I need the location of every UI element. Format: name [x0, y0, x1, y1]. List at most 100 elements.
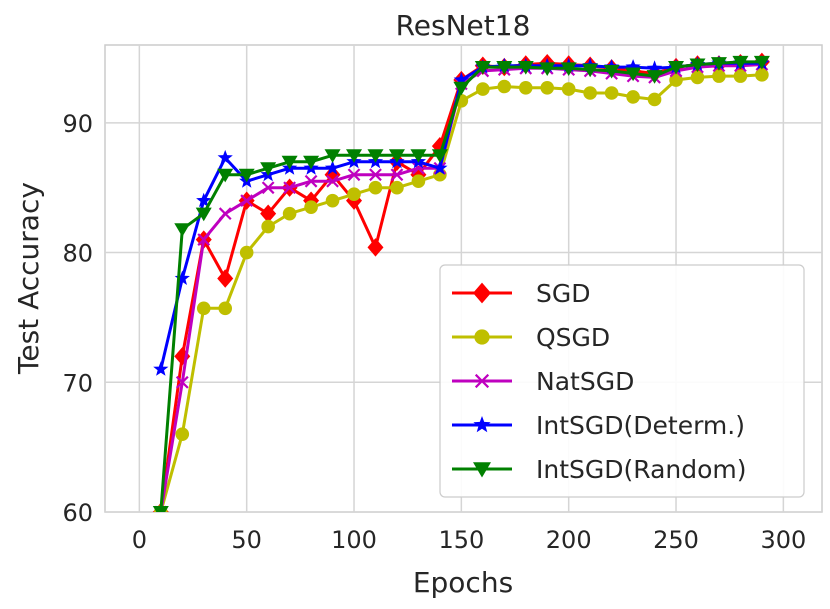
data-point	[239, 245, 254, 260]
marker-triangle-down	[473, 462, 491, 478]
legend-item: SGD	[452, 279, 591, 308]
data-point	[604, 86, 619, 100]
data-point	[175, 375, 189, 389]
legend-box	[439, 264, 805, 498]
data-point	[453, 72, 469, 87]
data-point	[174, 223, 191, 237]
data-point	[368, 180, 383, 195]
data-point	[668, 61, 685, 75]
legend-item: IntSGD(Random)	[452, 455, 747, 484]
tick-labels: 0 50 100 150 200 250 300 60 70 80 90	[62, 110, 806, 554]
data-point	[646, 60, 663, 75]
data-point	[218, 301, 233, 316]
data-point	[517, 61, 534, 75]
data-point	[388, 149, 405, 163]
data-point	[260, 204, 277, 223]
data-point	[346, 149, 363, 163]
data-point	[732, 55, 749, 70]
data-point	[411, 174, 426, 189]
legend-item: NatSGD	[452, 367, 634, 396]
marker-diamond	[473, 282, 491, 304]
data-point	[497, 79, 512, 94]
data-point	[733, 69, 748, 83]
data-point	[603, 64, 620, 79]
data-point	[240, 194, 254, 208]
marker-star	[473, 416, 491, 433]
y-tick-label: 70	[62, 369, 93, 397]
data-point	[217, 149, 233, 165]
data-point	[712, 69, 726, 83]
data-point	[496, 61, 513, 75]
data-point	[582, 63, 599, 78]
data-point	[152, 506, 169, 512]
legend-item: QSGD	[452, 323, 610, 352]
y-tick-label: 90	[62, 110, 93, 138]
data-point	[669, 73, 683, 87]
x-tick-label: 150	[438, 526, 484, 554]
series-IntSGD(Random)	[152, 55, 770, 512]
data-point	[175, 427, 190, 441]
data-point	[261, 219, 275, 234]
data-point	[260, 162, 277, 176]
data-point	[304, 200, 318, 214]
x-tick-label: 100	[331, 526, 377, 554]
y-tick-label: 60	[62, 499, 93, 527]
chart-title: ResNet18	[396, 9, 531, 42]
data-point	[583, 86, 597, 100]
data-point	[539, 62, 556, 76]
data-point	[410, 149, 427, 163]
data-point	[540, 81, 555, 95]
data-point	[197, 233, 211, 246]
x-tick-label: 300	[760, 526, 806, 554]
data-point	[217, 168, 234, 183]
data-point	[153, 361, 169, 376]
data-point	[196, 192, 212, 208]
data-point	[218, 207, 232, 221]
data-point	[646, 70, 663, 84]
data-point	[431, 149, 448, 163]
series-QSGD	[154, 68, 769, 512]
data-point	[367, 149, 384, 163]
data-point	[390, 180, 404, 195]
x-tick-label: 0	[132, 526, 147, 554]
data-point	[625, 67, 642, 82]
data-point	[304, 174, 318, 188]
data-point	[390, 168, 404, 182]
data-point	[261, 181, 275, 195]
y-tick-label: 80	[62, 240, 93, 268]
series-layer	[152, 52, 770, 512]
legend-item: IntSGD(Determ.)	[452, 411, 745, 440]
data-point	[561, 82, 576, 96]
data-point	[174, 270, 190, 285]
legend-label: IntSGD(Random)	[536, 455, 747, 484]
data-point	[196, 301, 211, 316]
data-point	[369, 168, 382, 182]
data-point	[281, 155, 298, 170]
data-point	[647, 92, 662, 107]
data-point	[518, 81, 533, 95]
data-point	[560, 62, 577, 76]
x-tick-label: 200	[546, 526, 592, 554]
data-point	[303, 155, 320, 170]
data-point	[476, 82, 490, 96]
data-point	[453, 81, 470, 96]
data-point	[626, 90, 640, 104]
x-tick-label: 50	[231, 526, 262, 554]
data-point	[324, 160, 341, 175]
legend-label: NatSGD	[536, 367, 634, 396]
legend-label: IntSGD(Determ.)	[536, 411, 745, 440]
data-point	[412, 161, 425, 175]
data-point	[347, 187, 361, 201]
data-point	[689, 58, 706, 73]
data-point	[432, 160, 448, 175]
data-point	[625, 59, 641, 74]
data-point	[755, 68, 769, 82]
data-point	[326, 174, 339, 188]
legend-label: SGD	[536, 279, 591, 308]
data-point	[367, 238, 384, 257]
legend: SGD QSGD NatSGD IntSGD(Determ.) IntSGD(Rando…	[439, 264, 805, 498]
marker-circle	[474, 329, 490, 345]
data-point	[195, 207, 212, 222]
data-point	[347, 168, 361, 182]
